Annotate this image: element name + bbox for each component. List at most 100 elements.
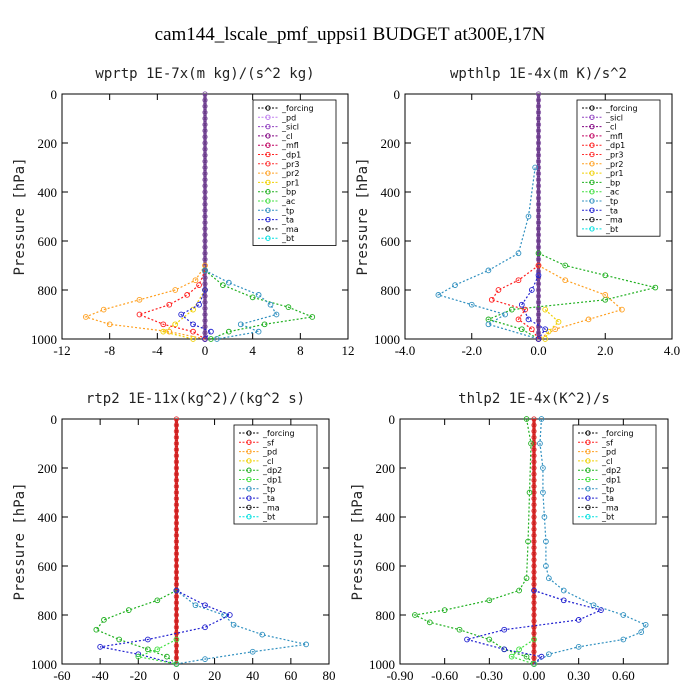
zero-term-marker — [531, 508, 537, 514]
series-point-tp — [540, 489, 546, 496]
legend-entry: _pd — [281, 113, 296, 122]
x-tick-label: 12 — [342, 343, 355, 358]
series-point-bp — [261, 321, 268, 328]
zero-term-marker — [535, 299, 542, 305]
zero-term-marker — [202, 213, 208, 220]
series-line-dp2 — [412, 418, 535, 665]
zero-term-marker — [173, 538, 180, 545]
legend-swatch-marker — [246, 514, 252, 520]
series-point-pr2 — [192, 277, 199, 284]
zero-term-marker — [531, 624, 537, 630]
zero-term-marker — [173, 624, 180, 630]
zero-term-marker — [531, 416, 537, 422]
legend-entry: _cl — [605, 123, 617, 132]
series-point-bp — [535, 250, 542, 257]
legend-swatch-marker — [246, 467, 252, 473]
zero-term-marker — [202, 115, 208, 122]
series-point-dp2 — [516, 587, 522, 594]
zero-term-marker — [531, 496, 537, 502]
zero-term-marker — [173, 428, 180, 434]
series-point-tp — [468, 301, 475, 308]
y-axis-label: Pressure [hPa] — [355, 157, 371, 275]
series-point-dp1 — [184, 292, 190, 298]
zero-term-marker — [202, 164, 208, 171]
series-point-dp1 — [166, 301, 173, 308]
figure-title: cam144_lscale_pmf_uppsi1 BUDGET at300E,1… — [155, 24, 546, 45]
legend-swatch-marker — [589, 133, 595, 139]
series-point-dp2 — [523, 575, 530, 582]
y-tick-label: 1000 — [31, 657, 57, 672]
zero-term-marker — [531, 483, 537, 489]
legend-swatch-marker — [265, 198, 271, 204]
series-point-dp2 — [526, 489, 533, 496]
series-point-pr2 — [172, 287, 179, 293]
legend-swatch-marker — [246, 458, 252, 464]
series-line-dp1 — [510, 638, 535, 665]
legend-entry: _tp — [262, 485, 275, 494]
zero-term-marker — [202, 195, 208, 201]
y-axis-label: Pressure [hPa] — [12, 157, 28, 275]
zero-term-marker — [531, 581, 537, 587]
zero-term-marker — [202, 177, 208, 183]
zero-term-marker — [202, 91, 208, 97]
zero-term-marker — [202, 226, 208, 232]
legend-entry: _cl — [601, 457, 613, 466]
legend-swatch-marker — [585, 458, 591, 464]
series-point-bp — [220, 282, 226, 288]
zero-term-marker — [173, 581, 180, 587]
series-point-ta — [226, 612, 233, 618]
series-line-dp1 — [137, 270, 206, 340]
zero-term-marker — [202, 293, 208, 299]
series-point-dp1 — [135, 653, 142, 660]
series-point-tp — [541, 514, 548, 520]
x-tick-label: 20 — [208, 668, 221, 683]
zero-term-marker — [173, 649, 180, 655]
legend-entry: _pr1 — [281, 178, 299, 187]
zero-term-marker — [202, 207, 208, 213]
legend-swatch-marker — [265, 142, 271, 148]
series-point-tp — [515, 250, 522, 257]
series-point-ta — [144, 636, 151, 643]
legend-swatch-marker — [265, 226, 271, 232]
zero-term-marker — [535, 195, 542, 201]
zero-term-marker — [202, 330, 208, 336]
series-point-pr1 — [542, 306, 549, 313]
x-tick-label: -40 — [91, 668, 108, 683]
legend-swatch-marker — [246, 448, 252, 455]
zero-term-marker — [535, 158, 542, 164]
series-point-ta — [535, 336, 542, 342]
x-tick-label: 0.30 — [567, 668, 590, 683]
series-point-dp2 — [426, 619, 433, 626]
legend-entry: _ac — [605, 188, 619, 197]
series-point-bp — [309, 314, 316, 320]
series-point-pr2 — [602, 292, 609, 298]
legend: _forcing_sf_pd_cl_dp2_dp1_tp_ta_ma_bt — [572, 424, 657, 525]
chart-panel-1: wprtp 1E-7x(m kg)/(s^2 kg) Pressure [hPa]… — [12, 66, 355, 358]
x-tick-label: 4 — [249, 343, 256, 358]
series-point-tp — [452, 282, 458, 288]
legend-swatch-marker — [246, 504, 252, 511]
zero-term-marker — [202, 201, 208, 207]
legend-swatch-marker — [589, 179, 595, 186]
legend-entry: _forcing — [605, 104, 638, 113]
series-point-ta — [501, 626, 508, 633]
zero-term-marker — [535, 226, 542, 232]
series-point-bp — [602, 272, 609, 279]
zero-term-marker — [535, 287, 542, 293]
zero-term-marker — [173, 532, 180, 538]
legend-entry: _dp1 — [281, 151, 301, 160]
zero-term-marker — [535, 305, 542, 311]
series-point-tp — [485, 321, 492, 328]
legend-entry: _pd — [601, 448, 616, 457]
legend-entry: _bt — [601, 513, 614, 522]
series-point-dp2 — [144, 646, 151, 653]
x-tick-label: 2.0 — [597, 343, 613, 358]
series-point-ta — [542, 326, 549, 333]
series-point-bp — [508, 306, 515, 313]
zero-term-marker — [535, 115, 542, 122]
series-point-dp1 — [173, 636, 180, 643]
series-point-ta — [525, 316, 532, 323]
zero-term-marker — [202, 146, 208, 152]
series-point-ta — [202, 287, 208, 293]
